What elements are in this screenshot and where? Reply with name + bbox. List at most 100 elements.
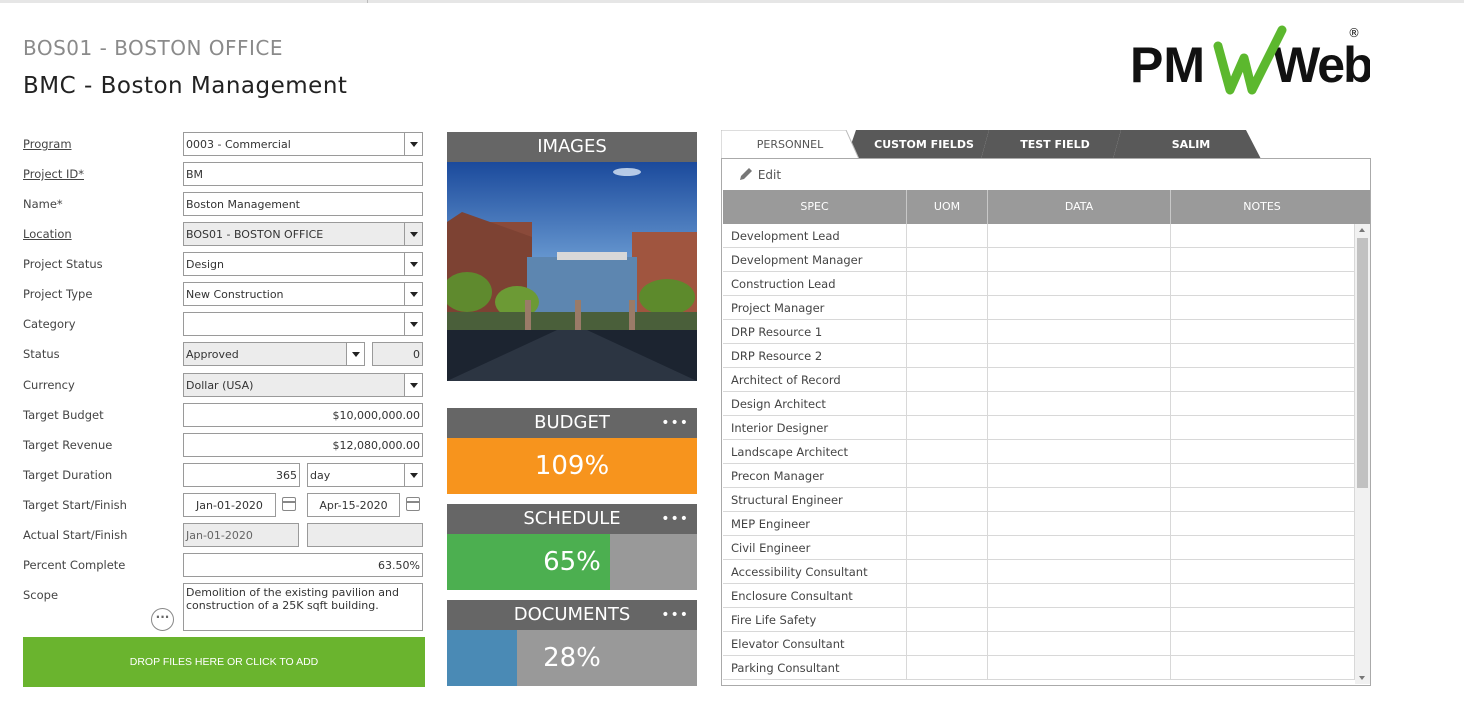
scrollbar-thumb[interactable]: [1357, 238, 1368, 488]
table-row[interactable]: Precon Manager: [723, 464, 1355, 488]
notes-cell[interactable]: [1171, 464, 1355, 488]
notes-cell[interactable]: [1171, 296, 1355, 320]
data-cell[interactable]: [988, 320, 1171, 344]
notes-cell[interactable]: [1171, 536, 1355, 560]
chevron-down-icon[interactable]: [404, 253, 422, 275]
data-cell[interactable]: [988, 608, 1171, 632]
data-cell[interactable]: [988, 344, 1171, 368]
vertical-scrollbar[interactable]: [1355, 224, 1370, 684]
table-row[interactable]: Development Lead: [723, 224, 1355, 248]
data-cell[interactable]: [988, 248, 1171, 272]
location-select[interactable]: BOS01 - BOSTON OFFICE: [183, 222, 423, 246]
project-id-label[interactable]: Project ID*: [23, 167, 84, 181]
table-row[interactable]: Landscape Architect: [723, 440, 1355, 464]
chevron-down-icon[interactable]: [404, 313, 422, 335]
data-cell[interactable]: [988, 584, 1171, 608]
data-cell[interactable]: [988, 560, 1171, 584]
table-row[interactable]: Parking Consultant: [723, 656, 1355, 680]
project-id-input[interactable]: BM: [183, 162, 423, 186]
notes-cell[interactable]: [1171, 656, 1355, 680]
edit-button[interactable]: Edit: [738, 166, 781, 182]
chevron-down-icon[interactable]: [346, 343, 364, 365]
table-row[interactable]: Construction Lead: [723, 272, 1355, 296]
notes-cell[interactable]: [1171, 392, 1355, 416]
uom-cell[interactable]: [907, 320, 988, 344]
data-cell[interactable]: [988, 224, 1171, 248]
uom-cell[interactable]: [907, 608, 988, 632]
project-photo[interactable]: [447, 162, 697, 381]
documents-more-icon[interactable]: •••: [661, 607, 689, 623]
uom-cell[interactable]: [907, 536, 988, 560]
uom-cell[interactable]: [907, 416, 988, 440]
uom-cell[interactable]: [907, 584, 988, 608]
table-row[interactable]: DRP Resource 1: [723, 320, 1355, 344]
currency-select[interactable]: Dollar (USA): [183, 373, 423, 397]
table-row[interactable]: Architect of Record: [723, 368, 1355, 392]
target-revenue-input[interactable]: $12,080,000.00: [183, 433, 423, 457]
tab-salim[interactable]: SALIM: [1171, 138, 1211, 151]
schedule-more-icon[interactable]: •••: [661, 511, 689, 527]
data-cell[interactable]: [988, 392, 1171, 416]
chevron-down-icon[interactable]: [404, 133, 422, 155]
tab-personnel[interactable]: PERSONNEL: [756, 138, 824, 151]
uom-cell[interactable]: [907, 632, 988, 656]
uom-cell[interactable]: [907, 440, 988, 464]
chevron-down-icon[interactable]: [404, 464, 422, 486]
program-label[interactable]: Program: [23, 137, 72, 151]
data-cell[interactable]: [988, 368, 1171, 392]
notes-cell[interactable]: [1171, 512, 1355, 536]
uom-cell[interactable]: [907, 368, 988, 392]
status-select[interactable]: Approved: [183, 342, 365, 366]
data-cell[interactable]: [988, 512, 1171, 536]
table-row[interactable]: Interior Designer: [723, 416, 1355, 440]
uom-cell[interactable]: [907, 464, 988, 488]
notes-cell[interactable]: [1171, 224, 1355, 248]
column-header-data[interactable]: DATA: [988, 190, 1171, 224]
table-row[interactable]: Design Architect: [723, 392, 1355, 416]
target-finish-date-input[interactable]: Apr-15-2020: [307, 493, 400, 517]
notes-cell[interactable]: [1171, 416, 1355, 440]
target-duration-input[interactable]: 365: [183, 463, 300, 487]
uom-cell[interactable]: [907, 560, 988, 584]
notes-cell[interactable]: [1171, 368, 1355, 392]
table-row[interactable]: Civil Engineer: [723, 536, 1355, 560]
budget-more-icon[interactable]: •••: [661, 415, 689, 431]
table-row[interactable]: Project Manager: [723, 296, 1355, 320]
category-select[interactable]: [183, 312, 423, 336]
project-type-select[interactable]: New Construction: [183, 282, 423, 306]
data-cell[interactable]: [988, 440, 1171, 464]
column-header-spec[interactable]: SPEC: [723, 190, 907, 224]
location-label[interactable]: Location: [23, 227, 72, 241]
table-row[interactable]: Structural Engineer: [723, 488, 1355, 512]
notes-cell[interactable]: [1171, 320, 1355, 344]
data-cell[interactable]: [988, 296, 1171, 320]
program-select[interactable]: 0003 - Commercial: [183, 132, 423, 156]
tab-test-field[interactable]: TEST FIELD: [1020, 138, 1090, 151]
chevron-down-icon[interactable]: [404, 283, 422, 305]
table-row[interactable]: Fire Life Safety: [723, 608, 1355, 632]
table-row[interactable]: Development Manager: [723, 248, 1355, 272]
chevron-down-icon[interactable]: [404, 374, 422, 396]
table-row[interactable]: Enclosure Consultant: [723, 584, 1355, 608]
column-header-notes[interactable]: NOTES: [1243, 200, 1281, 213]
project-status-select[interactable]: Design: [183, 252, 423, 276]
data-cell[interactable]: [988, 488, 1171, 512]
data-cell[interactable]: [988, 536, 1171, 560]
percent-complete-input[interactable]: 63.50%: [183, 553, 423, 577]
column-header-uom[interactable]: UOM: [907, 190, 988, 224]
uom-cell[interactable]: [907, 272, 988, 296]
uom-cell[interactable]: [907, 656, 988, 680]
data-cell[interactable]: [988, 632, 1171, 656]
uom-cell[interactable]: [907, 488, 988, 512]
notes-cell[interactable]: [1171, 272, 1355, 296]
scroll-down-icon[interactable]: [1359, 676, 1365, 680]
uom-cell[interactable]: [907, 344, 988, 368]
table-row[interactable]: DRP Resource 2: [723, 344, 1355, 368]
calendar-icon[interactable]: [406, 497, 420, 511]
notes-cell[interactable]: [1171, 560, 1355, 584]
scroll-up-icon[interactable]: [1359, 228, 1365, 232]
tab-custom-fields[interactable]: CUSTOM FIELDS: [874, 138, 974, 151]
name-input[interactable]: Boston Management: [183, 192, 423, 216]
table-row[interactable]: Elevator Consultant: [723, 632, 1355, 656]
uom-cell[interactable]: [907, 512, 988, 536]
